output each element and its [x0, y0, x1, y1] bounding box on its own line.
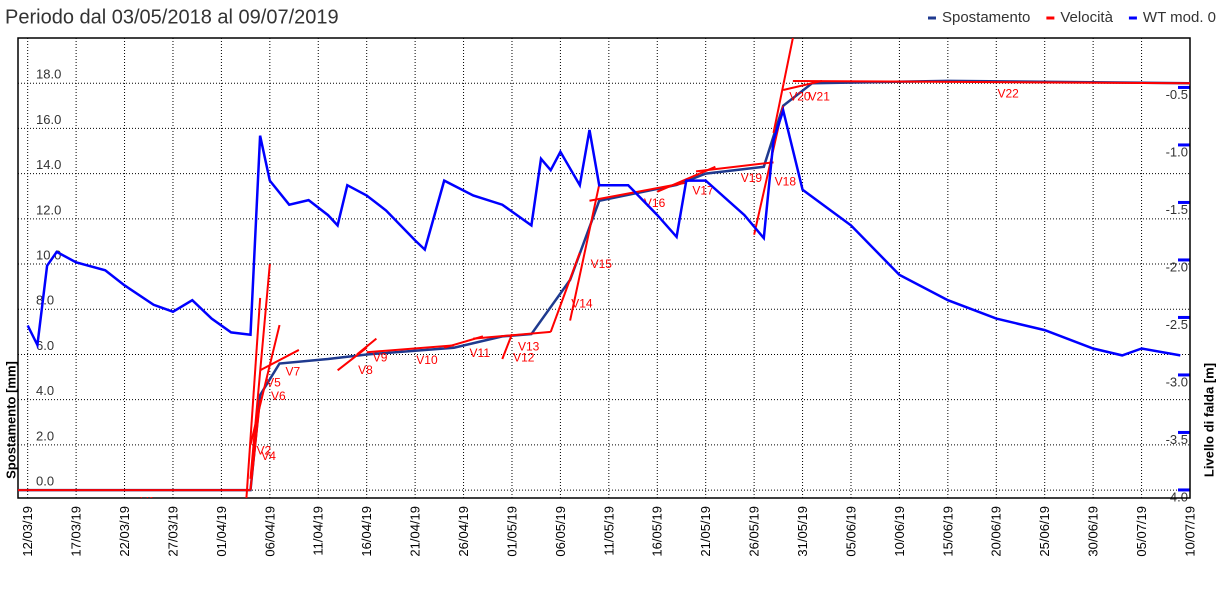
- y-tick-label: 6.0: [36, 338, 54, 353]
- segment-label: V19: [741, 171, 763, 185]
- x-tick-label: 31/05/19: [795, 506, 810, 557]
- x-tick-label: 11/04/19: [311, 506, 326, 556]
- y2-tick-label: -3.5: [1166, 432, 1188, 447]
- x-tick-label: 12/03/19: [20, 506, 35, 557]
- x-tick-label: 26/05/19: [747, 506, 762, 557]
- y-tick-label: 18.0: [36, 67, 61, 82]
- velocity-segment: [695, 161, 774, 173]
- y-tick-label: 0.0: [36, 474, 54, 489]
- x-tick-label: 15/06/19: [940, 506, 955, 557]
- velocity-segment: [249, 324, 281, 446]
- y-tick-label: 10.0: [36, 247, 61, 262]
- y-tick-label: 2.0: [36, 428, 54, 443]
- velocity-segment: [772, 38, 794, 134]
- segment-label: V9: [373, 351, 388, 365]
- x-tick-label: 21/05/19: [698, 506, 713, 557]
- segment-label: V17: [692, 183, 714, 197]
- y2-axis-title: Livello di falda [m]: [1201, 363, 1216, 477]
- x-tick-label: 10/07/19: [1182, 506, 1197, 557]
- x-tick-label: 26/04/19: [456, 506, 471, 557]
- y-axis-title: Spostamento [mm]: [3, 361, 18, 479]
- segment-label: V6: [271, 389, 286, 403]
- velocity-segment: [245, 297, 262, 498]
- x-tick-label: 20/06/19: [989, 506, 1004, 557]
- y2-tick-label: -2.5: [1166, 317, 1188, 332]
- y-tick-label: 8.0: [36, 293, 54, 308]
- segment-label: V15: [591, 257, 613, 271]
- x-tick-label: 05/06/19: [843, 506, 858, 557]
- velocity-segment: [473, 330, 551, 340]
- plot-border: [17, 37, 1191, 499]
- y-tick-label: 14.0: [36, 157, 61, 172]
- y-tick-label: 12.0: [36, 202, 61, 217]
- chart-title: Periodo dal 03/05/2018 al 09/07/2019: [5, 6, 339, 28]
- x-tick-label: 30/06/19: [1086, 506, 1101, 557]
- velocity-segment: [249, 263, 271, 479]
- x-tick-label: 17/03/19: [69, 506, 84, 557]
- segment-label: V12: [513, 351, 535, 365]
- segment-label: V4: [261, 449, 276, 463]
- velocity-segment: [356, 337, 378, 356]
- y2-tick-label: -4.0: [1166, 489, 1188, 504]
- y2-tick-label: -0.5: [1166, 87, 1188, 102]
- x-tick-label: 11/05/19: [601, 506, 616, 556]
- x-tick-label: 01/04/19: [214, 506, 229, 557]
- segment-label: V22: [997, 86, 1019, 100]
- velocity-segment: [569, 184, 601, 321]
- series-line: [26, 105, 1181, 357]
- segment-label: V11: [470, 346, 491, 360]
- x-tick-label: 16/04/19: [359, 506, 374, 557]
- x-tick-label: 22/03/19: [117, 506, 132, 557]
- y-tick-label: 4.0: [36, 383, 54, 398]
- segment-label: V21: [809, 90, 831, 104]
- legend-label: WT mod. 0: [1143, 9, 1216, 26]
- y-tick-label: 16.0: [36, 112, 61, 127]
- velocity-segment: [792, 79, 1190, 85]
- velocity-segment: [782, 79, 823, 91]
- segment-label: V14: [571, 296, 593, 310]
- segment-label: V5: [266, 376, 281, 390]
- velocity-segment: [366, 344, 454, 354]
- series-line: [18, 79, 1190, 492]
- segment-label: V2: [256, 443, 271, 457]
- y2-tick-label: -2.0: [1166, 259, 1188, 274]
- x-tick-label: 01/05/19: [504, 506, 519, 557]
- x-tick-label: 05/07/19: [1134, 506, 1149, 557]
- segment-label: V8: [358, 363, 373, 377]
- legend-label: Velocità: [1060, 9, 1113, 26]
- segment-label: V18: [775, 174, 797, 188]
- x-tick-label: 27/03/19: [165, 506, 180, 557]
- segment-label: V13: [518, 339, 540, 353]
- y2-tick-label: -3.0: [1166, 374, 1188, 389]
- y2-tick-label: -1.5: [1166, 202, 1188, 217]
- x-tick-label: 25/06/19: [1037, 506, 1052, 557]
- velocity-segment: [501, 333, 513, 360]
- x-tick-label: 16/05/19: [650, 506, 665, 557]
- segment-label: V1: [140, 494, 155, 508]
- x-tick-label: 06/04/19: [262, 506, 277, 557]
- x-tick-label: 10/06/19: [892, 506, 907, 557]
- segment-label: V10: [416, 353, 438, 367]
- legend-label: Spostamento: [942, 9, 1030, 26]
- x-tick-label: 06/05/19: [553, 506, 568, 557]
- x-tick-label: 21/04/19: [408, 506, 423, 557]
- segment-label: V20: [789, 90, 811, 104]
- velocity-segment: [549, 252, 581, 333]
- velocity-segment: [259, 349, 300, 372]
- y2-tick-label: -1.0: [1166, 144, 1188, 159]
- segment-label: V7: [286, 364, 301, 378]
